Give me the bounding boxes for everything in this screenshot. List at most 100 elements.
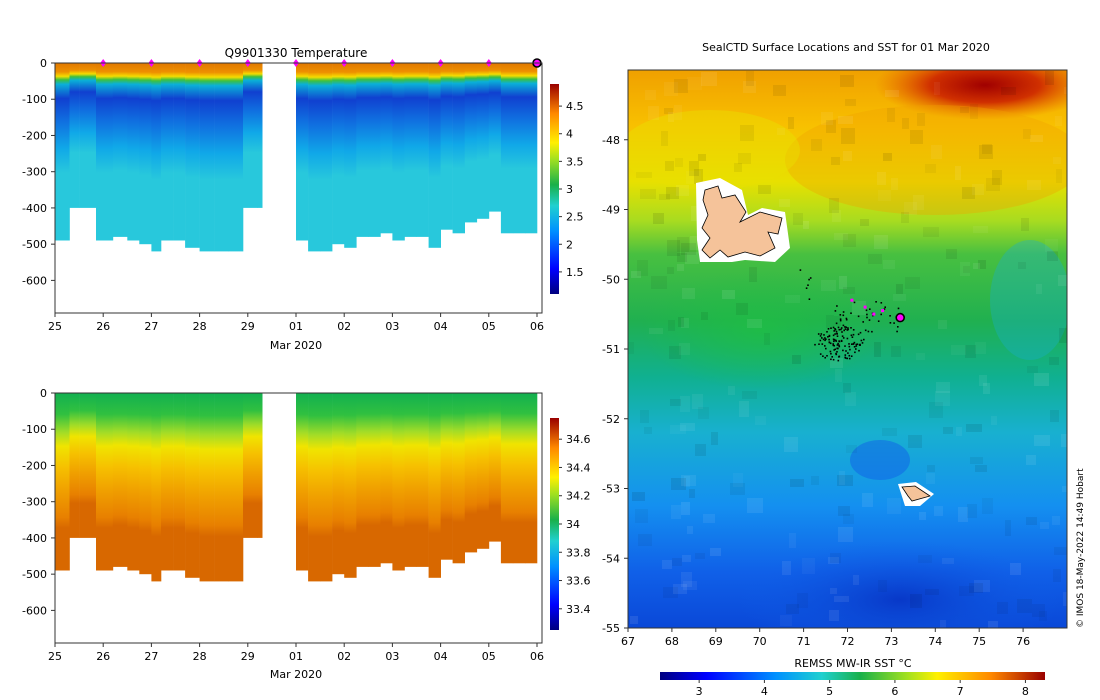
current-position-marker <box>895 312 906 323</box>
sst-pixel <box>1054 547 1067 555</box>
sst-pixel <box>1039 611 1047 621</box>
sst-pixel <box>675 158 683 167</box>
sst-pixel <box>1047 251 1058 261</box>
track-point <box>852 333 855 336</box>
lon-tick-label: 76 <box>1016 635 1030 648</box>
sst-pixel <box>773 85 786 96</box>
sst-pixel-texture <box>628 71 1067 628</box>
track-point <box>846 329 849 331</box>
sst-pixel <box>885 90 899 97</box>
track-point <box>820 333 823 335</box>
track-point <box>836 305 838 307</box>
track-point <box>822 338 825 341</box>
profile-column <box>428 63 441 248</box>
profile-column <box>161 393 174 571</box>
x-tick-label: 27 <box>144 650 158 663</box>
lon-tick-label: 70 <box>753 635 767 648</box>
sst-pixel <box>701 312 708 320</box>
sst-pixel <box>917 113 925 126</box>
profile-column <box>476 63 490 219</box>
track-point <box>868 319 871 321</box>
sst-pixel <box>860 219 869 226</box>
track-point <box>869 308 871 310</box>
sst-pixel <box>687 77 702 90</box>
sst-pixel <box>742 391 757 399</box>
sst-pixel <box>923 227 939 237</box>
kerguelen-island <box>701 185 783 259</box>
sst-pixel <box>694 169 703 184</box>
track-point <box>833 340 835 343</box>
sst-pixel <box>673 584 687 594</box>
track-point <box>830 358 832 361</box>
sst-pixel <box>793 213 803 225</box>
sst-pixel <box>905 277 920 289</box>
track-point <box>871 330 873 333</box>
sst-pixel <box>695 444 706 456</box>
profile-column <box>79 63 97 208</box>
sst-pixel <box>698 407 709 419</box>
sst-pixel <box>991 416 997 425</box>
sst-pixel <box>764 333 770 345</box>
track-point <box>836 333 838 335</box>
profile-column <box>440 63 453 230</box>
profile-column <box>332 63 345 245</box>
sst-pixel <box>979 145 993 159</box>
sst-pixel <box>988 621 998 628</box>
track-point <box>850 355 853 357</box>
track-point <box>840 340 843 342</box>
sst-pixel <box>826 120 836 133</box>
sst-pixel <box>786 604 799 614</box>
temperature-title: Q9901330 Temperature <box>225 46 368 60</box>
sst-pixel <box>829 610 839 621</box>
sst-pixel <box>943 427 953 434</box>
track-point <box>859 343 861 346</box>
track-point <box>835 330 838 333</box>
profile-column <box>308 63 321 252</box>
recent-position <box>872 312 876 316</box>
salinity-colorbar <box>550 418 559 630</box>
track-point <box>837 359 840 362</box>
profile-column <box>173 393 186 571</box>
sst-pixel <box>975 342 986 354</box>
sst-colorbar-tick-label: 6 <box>891 685 898 698</box>
sst-pixel <box>896 284 903 294</box>
sst-pixel <box>672 558 682 566</box>
track-point <box>818 343 820 345</box>
lat-tick-label: -51 <box>602 343 620 356</box>
track-point <box>842 337 845 339</box>
profile-column <box>243 393 258 538</box>
profile-column <box>55 63 70 241</box>
sst-pixel <box>1056 169 1062 183</box>
track-point <box>865 309 868 312</box>
sst-map-title: SealCTD Surface Locations and SST for 01… <box>702 41 990 54</box>
y-tick-label: -300 <box>22 496 47 509</box>
track-point <box>842 314 845 317</box>
sst-pixel <box>1017 599 1032 613</box>
lon-tick-label: 71 <box>797 635 811 648</box>
sst-colorbar-tick-label: 8 <box>1022 685 1029 698</box>
track-point <box>827 336 829 338</box>
track-point <box>889 322 892 324</box>
sst-pixel <box>992 170 1002 185</box>
y-tick-label: -400 <box>22 202 47 215</box>
colorbar-tick-label: 3 <box>566 183 573 196</box>
sst-pixel <box>677 237 689 252</box>
sst-pixel <box>666 187 679 199</box>
seal-track-points <box>799 269 900 362</box>
track-point <box>846 357 848 360</box>
track-point <box>855 343 858 346</box>
track-point <box>844 328 847 330</box>
sst-pixel <box>956 427 962 436</box>
sst-pixel <box>686 171 701 184</box>
profile-column <box>500 393 514 564</box>
profile-column <box>296 63 309 241</box>
profile-column <box>512 393 526 564</box>
track-point <box>853 346 856 348</box>
sst-colorbar-tick-label: 7 <box>957 685 964 698</box>
sst-pixel <box>1050 410 1059 422</box>
profile-column <box>228 393 244 582</box>
profile-column <box>440 393 453 560</box>
track-point <box>828 335 831 337</box>
profile-column <box>476 393 490 549</box>
sst-pixel <box>960 262 970 276</box>
